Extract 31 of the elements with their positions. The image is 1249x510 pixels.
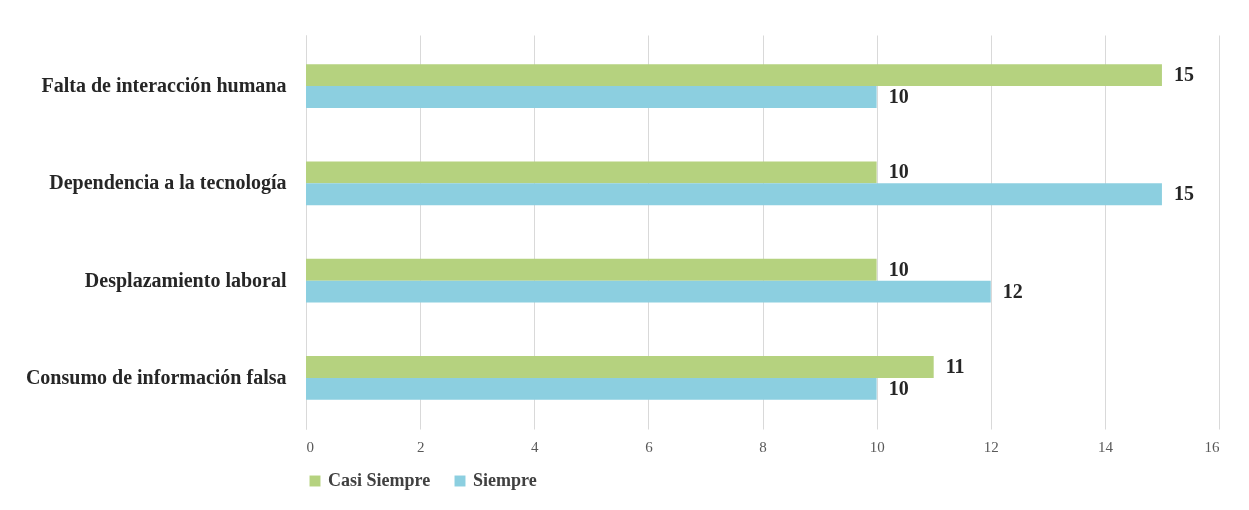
bar (306, 64, 1162, 87)
data-label: 10 (888, 160, 909, 183)
y-tick-label: Dependencia a la tecnología (49, 171, 287, 195)
legend-label: Casi Siempre (328, 470, 431, 490)
data-label: 10 (888, 376, 909, 399)
x-tick-label: 10 (869, 438, 885, 455)
bar (306, 161, 877, 184)
bar (306, 356, 934, 378)
legend-label: Siempre (473, 470, 537, 490)
data-label: 15 (1173, 182, 1194, 205)
x-tick-label: 14 (1097, 438, 1114, 455)
data-label: 11 (945, 354, 965, 377)
y-tick-label: Consumo de información falsa (25, 365, 287, 388)
x-tick-label: 6 (645, 438, 654, 455)
x-tick-label: 12 (983, 438, 999, 455)
y-tick-label: Falta de interacción humana (41, 74, 287, 97)
bar (306, 280, 991, 303)
x-tick-label: 0 (306, 438, 314, 455)
x-tick-label: 16 (1204, 438, 1220, 455)
bar (306, 86, 877, 108)
bar (306, 258, 877, 281)
y-tick-label: Desplazamiento laboral (84, 268, 287, 292)
data-label: 12 (1002, 279, 1023, 302)
bar (306, 377, 877, 400)
bar (306, 183, 1162, 206)
data-label: 10 (888, 257, 909, 280)
x-tick-label: 8 (759, 438, 767, 455)
x-tick-label: 4 (531, 438, 539, 455)
x-tick-label: 2 (416, 438, 425, 455)
data-label: 10 (888, 85, 909, 108)
data-label: 15 (1173, 63, 1194, 86)
